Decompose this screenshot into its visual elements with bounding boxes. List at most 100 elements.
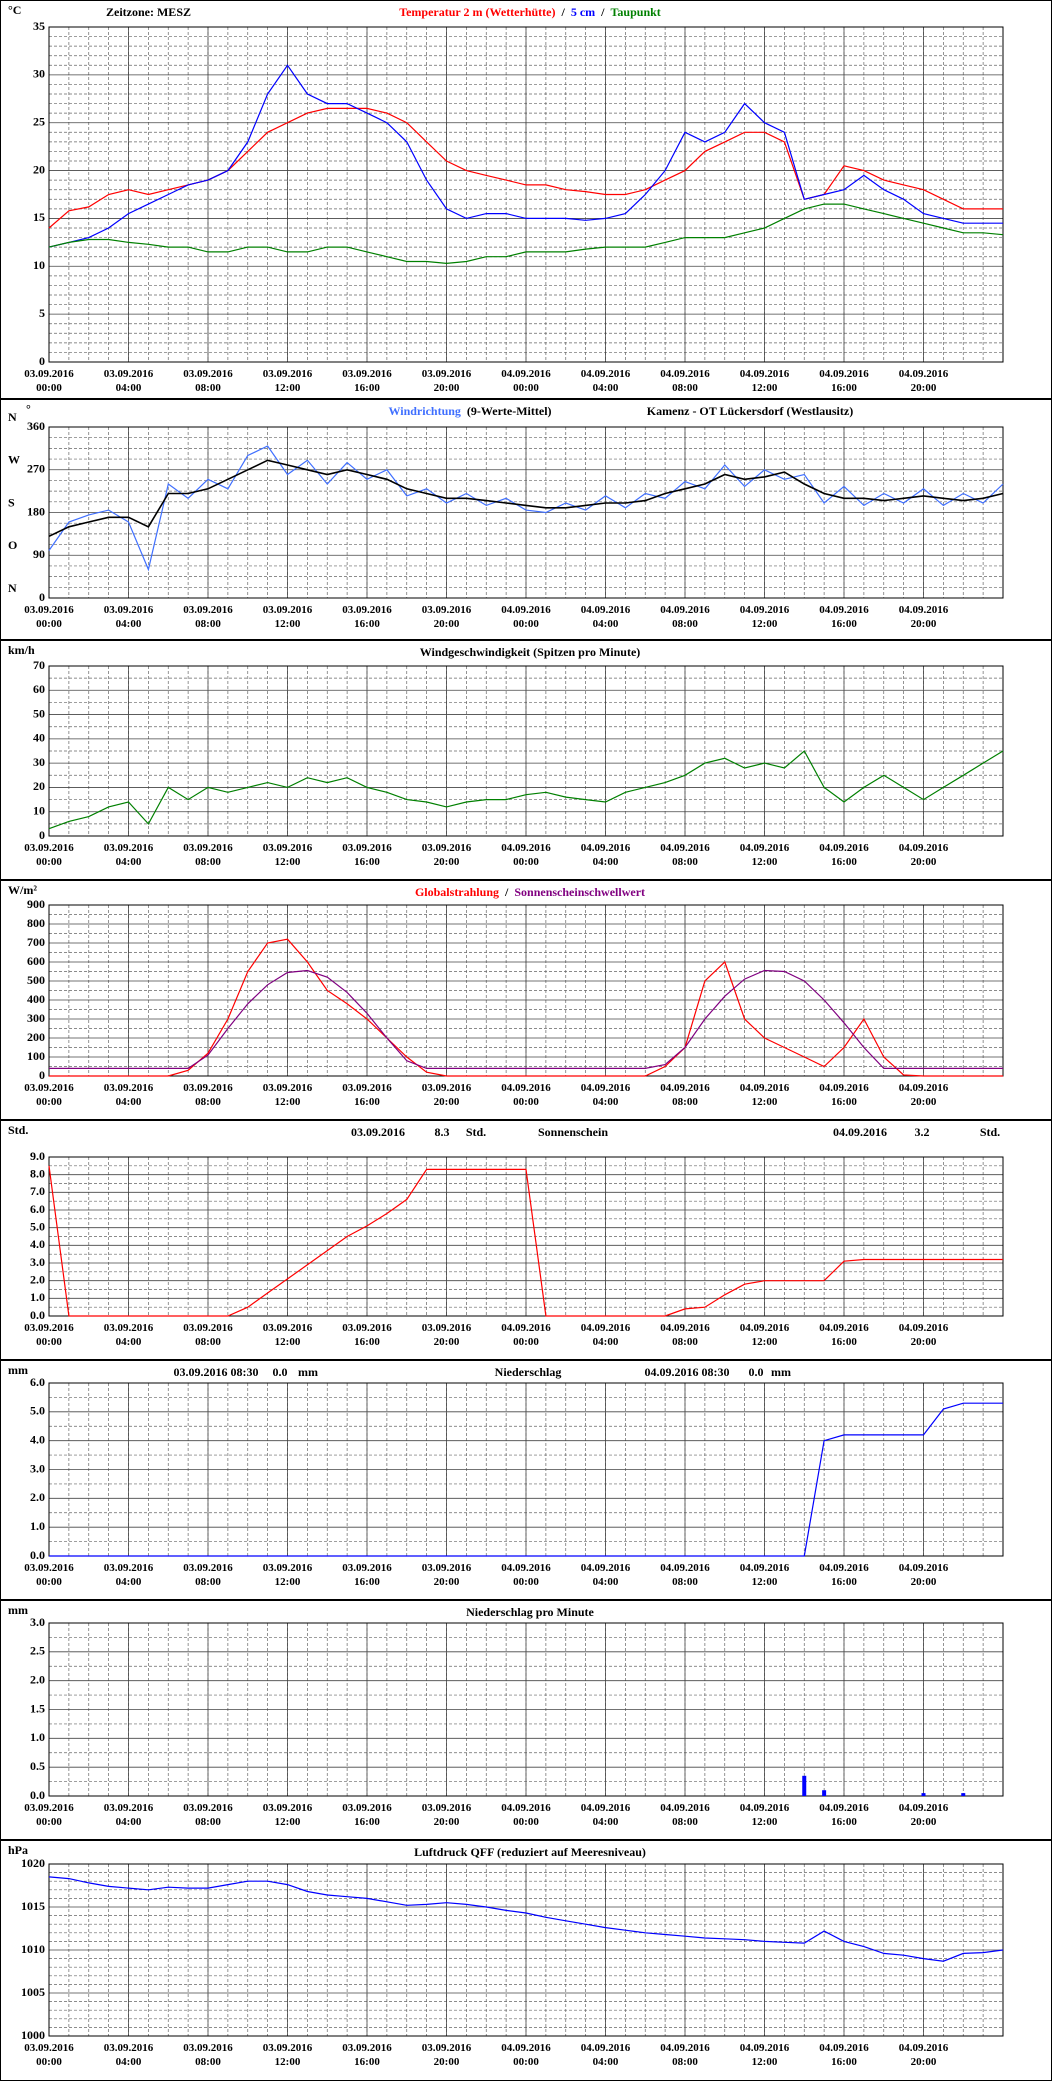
x-tick-label: 03.09.2016 04:00 xyxy=(103,368,154,394)
x-tick-label: 04.09.2016 08:00 xyxy=(660,1082,710,1108)
x-tick-label: 04.09.2016 12:00 xyxy=(739,1322,790,1348)
bar xyxy=(961,1793,966,1796)
x-tick-label: 03.09.2016 16:00 xyxy=(342,368,392,394)
annotation: Niederschlag xyxy=(495,1365,562,1379)
plot-frame xyxy=(48,426,1004,599)
legend: Temperatur 2 m (Wetterhütte) / 5 cm / Taupun… xyxy=(399,5,661,19)
legend: Windrichtung (9-Werte-Mittel) xyxy=(388,404,551,418)
x-tick-label: 03.09.2016 04:00 xyxy=(103,2042,154,2068)
x-tick-label: 03.09.2016 04:00 xyxy=(103,1562,154,1588)
x-tick-label: 04.09.2016 12:00 xyxy=(739,1082,790,1108)
x-tick-label: 03.09.2016 16:00 xyxy=(342,1562,392,1588)
x-tick-label: 04.09.2016 08:00 xyxy=(660,842,710,868)
y-tick-label: 0 xyxy=(39,1068,45,1082)
x-tick-label: 04.09.2016 12:00 xyxy=(739,1562,790,1588)
legend-entry: Taupunkt xyxy=(611,5,661,19)
y-tick-label: 0.0 xyxy=(30,1548,45,1562)
x-tick-label: 03.09.2016 04:00 xyxy=(103,1082,154,1108)
x-tick-label: 04.09.2016 04:00 xyxy=(580,604,631,630)
x-tick-label: 03.09.2016 08:00 xyxy=(183,1802,233,1828)
unit-label: mm xyxy=(8,1603,28,1617)
x-tick-label: 04.09.2016 20:00 xyxy=(898,1802,949,1828)
annotation: Std. xyxy=(466,1125,486,1139)
plot-frame xyxy=(48,1156,1004,1317)
x-tick-label: 04.09.2016 00:00 xyxy=(501,2042,551,2068)
series-line xyxy=(48,203,1004,265)
y-tick-label: 60 xyxy=(33,682,45,696)
y-tick-label: 1000 xyxy=(21,2028,45,2042)
legend-separator: / xyxy=(600,5,605,19)
series-line xyxy=(49,1402,1003,1557)
legend-entry: (9-Werte-Mittel) xyxy=(467,404,552,418)
x-tick-label: 04.09.2016 08:00 xyxy=(660,1562,710,1588)
annotation: 0.0 xyxy=(273,1365,288,1379)
y-tick-label: 25 xyxy=(33,114,45,128)
x-tick-label: 03.09.2016 04:00 xyxy=(103,604,154,630)
y-tick-label: 1.5 xyxy=(30,1701,45,1715)
legend-entry: 5 cm xyxy=(571,5,595,19)
y-tick-label: 2.5 xyxy=(30,1644,45,1658)
x-tick-label: 03.09.2016 12:00 xyxy=(262,1322,313,1348)
x-tick-label: 03.09.2016 08:00 xyxy=(183,1322,233,1348)
x-tick-label: 04.09.2016 20:00 xyxy=(898,604,949,630)
y-tick-label: 0 xyxy=(39,590,45,604)
y-tick-label: 500 xyxy=(27,973,45,987)
x-tick-label: 04.09.2016 04:00 xyxy=(580,1082,631,1108)
x-tick-label: 03.09.2016 20:00 xyxy=(421,1802,472,1828)
x-tick-label: 04.09.2016 04:00 xyxy=(580,1562,631,1588)
series-line xyxy=(48,750,1004,830)
unit-label: W/m² xyxy=(8,883,37,897)
legend-entry: Globalstrahlung xyxy=(415,885,499,899)
y-tick-label: 0.0 xyxy=(30,1308,45,1322)
x-tick-label: 03.09.2016 20:00 xyxy=(421,1322,472,1348)
y-tick-label: 15 xyxy=(33,210,45,224)
x-tick-label: 04.09.2016 08:00 xyxy=(660,1802,710,1828)
x-tick-label: 04.09.2016 08:00 xyxy=(660,1322,710,1348)
legend: Globalstrahlung / Sonnenscheinschwellwert xyxy=(415,885,645,899)
x-tick-label: 04.09.2016 16:00 xyxy=(819,604,869,630)
x-tick-label: 04.09.2016 04:00 xyxy=(580,2042,631,2068)
series-line xyxy=(48,1876,1004,1962)
x-tick-label: 04.09.2016 00:00 xyxy=(501,1562,551,1588)
x-tick-label: 04.09.2016 12:00 xyxy=(739,604,790,630)
y-tick-label: 2.0 xyxy=(30,1672,45,1686)
y-tick-label: 1.0 xyxy=(30,1290,45,1304)
x-tick-label: 03.09.2016 16:00 xyxy=(342,604,392,630)
x-tick-label: 03.09.2016 20:00 xyxy=(421,2042,472,2068)
y-tick-label: 4.0 xyxy=(30,1237,45,1251)
y-tick-label: 20 xyxy=(33,162,45,176)
x-tick-label: 04.09.2016 16:00 xyxy=(819,368,869,394)
y-tick-label: 5 xyxy=(39,306,45,320)
y-tick-label: 0 xyxy=(39,828,45,842)
annotation: mm xyxy=(771,1365,791,1379)
x-tick-label: 03.09.2016 16:00 xyxy=(342,842,392,868)
compass-label: W xyxy=(8,453,20,467)
annotation: 8.3 xyxy=(435,1125,450,1139)
annotation: 3.2 xyxy=(915,1125,930,1139)
y-tick-label: 200 xyxy=(27,1030,45,1044)
y-tick-label: 3.0 xyxy=(30,1615,45,1629)
y-tick-label: 10 xyxy=(33,803,45,817)
y-tick-label: 3.0 xyxy=(30,1255,45,1269)
plot-frame xyxy=(48,26,1004,363)
compass-label: N xyxy=(8,581,17,595)
y-tick-label: 7.0 xyxy=(30,1184,45,1198)
y-tick-label: 3.0 xyxy=(30,1461,45,1475)
y-tick-label: 50 xyxy=(33,706,45,720)
y-tick-label: 400 xyxy=(27,992,45,1006)
x-tick-label: 03.09.2016 20:00 xyxy=(421,368,472,394)
timezone: Zeitzone: MESZ xyxy=(106,5,191,19)
legend-entry: Temperatur 2 m (Wetterhütte) xyxy=(399,5,555,19)
y-tick-label: 300 xyxy=(27,1011,45,1025)
chart-title: Niederschlag pro Minute xyxy=(466,1605,594,1619)
x-tick-label: 03.09.2016 20:00 xyxy=(421,1562,472,1588)
y-tick-label: 2.0 xyxy=(30,1272,45,1286)
x-tick-label: 03.09.2016 00:00 xyxy=(24,1322,74,1348)
x-tick-label: 03.09.2016 16:00 xyxy=(342,2042,392,2068)
x-tick-label: 03.09.2016 08:00 xyxy=(183,368,233,394)
x-tick-label: 04.09.2016 20:00 xyxy=(898,2042,949,2068)
unit-label: mm xyxy=(8,1363,28,1377)
y-tick-label: 0.0 xyxy=(30,1788,45,1802)
x-tick-label: 04.09.2016 12:00 xyxy=(739,1802,790,1828)
